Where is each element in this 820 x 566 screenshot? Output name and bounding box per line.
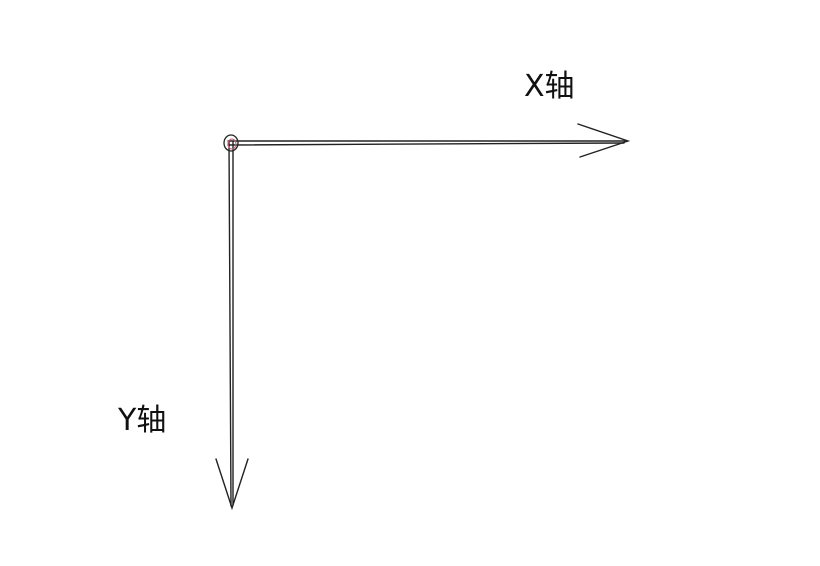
origin-marker <box>224 135 238 151</box>
x-axis <box>228 124 628 157</box>
x-axis-line-sketch <box>228 143 624 145</box>
y-axis-line <box>229 142 231 506</box>
y-axis <box>216 142 248 508</box>
x-axis-label: X轴 <box>524 72 575 102</box>
y-axis-arrowhead <box>216 459 248 508</box>
y-axis-label: Y轴 <box>118 406 166 436</box>
